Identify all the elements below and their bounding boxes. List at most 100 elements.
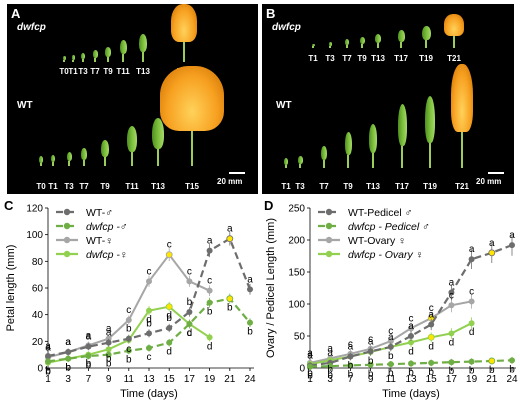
y-axis-title: Ovary / Pedicel Length (mm) [265,218,277,358]
flower-bud-a-bottom-T7-stem [83,159,85,166]
stage-label-a-bottom-3: T7 [79,182,89,191]
x-tick-label: 9 [368,374,374,385]
flower-bud-b-bottom-T21 [451,64,473,132]
y-tick-label: 40 [32,310,44,321]
data-point [408,325,414,332]
significance-letter: c [449,290,454,301]
flower-bud-b-top-T19-stem [425,40,427,48]
significance-letter: a [327,343,333,354]
data-point [165,251,173,259]
x-tick-label: 7 [86,374,92,385]
legend-entry: dwfcp - Pedicel ♂ [348,221,430,233]
x-tick-label: 3 [327,374,333,385]
x-tick-label: 1 [307,374,313,385]
significance-letter: c [409,313,414,324]
flower-bud-a-bottom-T3-stem [68,161,70,166]
x-tick-label: 11 [386,374,397,385]
significance-letter: b [45,365,51,376]
genotype-label-wt-a: WT [17,100,33,111]
flower-bud-b-bottom-T17 [397,104,407,146]
panel-letter-a: A [11,6,21,21]
flower-bud-a-bottom-T0 [39,156,43,163]
data-point [166,325,173,331]
data-point [408,333,414,339]
flower-bud-b-bottom-T1 [284,158,288,165]
data-point [247,286,253,293]
data-point [448,330,455,337]
stage-label-b-bottom-7: T21 [455,182,469,191]
significance-letter: c [187,328,192,339]
significance-letter: a [327,348,333,359]
significance-letter: c [207,276,212,287]
y-tick-label: 250 [288,204,305,215]
significance-letter: a [307,348,313,359]
flower-bud-a-top-T7 [92,50,98,58]
data-point [186,278,193,285]
x-tick-label: 19 [466,374,478,385]
significance-letter: c [187,266,192,277]
flower-bud-a-bottom-T15 [160,66,224,131]
data-point [367,361,374,368]
x-tick-label: 7 [348,374,354,385]
significance-letter: b [509,364,515,375]
data-point [448,359,455,366]
y-tick-label: 0 [37,364,43,375]
legend-swatch-marker [325,208,333,216]
data-point [387,343,394,350]
data-point [125,317,132,323]
significance-letter: c [126,344,131,355]
flower-bud-b-top-T19 [421,26,431,41]
significance-letter: b [247,327,253,338]
significance-letter: a [207,236,213,247]
scale-bar-label-b: 20 mm [476,177,502,186]
flower-bud-b-top-T21 [444,14,464,37]
data-point [247,319,253,326]
flower-bud-a-top-T0 [62,56,66,60]
flower-bud-a-bottom-T1-stem [52,162,54,166]
series-line-0 [309,244,513,367]
y-tick-label: 0 [299,364,305,375]
scale-bar-label-a: 20 mm [217,177,243,186]
stage-label-a-top-2: T3 [78,67,88,76]
flower-bud-b-bottom-T1-stem [285,164,287,168]
data-point [509,242,515,249]
data-point [45,353,51,359]
flower-bud-b-bottom-T7-stem [323,160,325,168]
y-tick-label: 20 [32,337,44,348]
data-point [226,295,234,303]
data-point [488,357,496,365]
photo-panel-a: A dwfcp WT T0T1T3T7T9T11T13T15T0T1T3T7T9… [7,4,258,194]
flower-bud-a-bottom-T15-stem [191,131,193,166]
data-point [347,362,354,369]
flower-bud-a-top-T3 [81,53,85,59]
data-point [408,360,414,367]
significance-letter: a [388,332,394,343]
data-point [488,249,496,257]
significance-letter: b [146,318,152,329]
stage-label-a-bottom-7: T15 [185,182,199,191]
y-tick-label: 80 [32,257,44,268]
significance-letter: b [449,366,455,377]
flower-bud-b-bottom-T21-stem [461,131,463,168]
significance-letter: a [106,328,112,339]
x-tick-label: 3 [65,374,71,385]
significance-letter: b [327,364,333,375]
flower-bud-a-bottom-T13-stem [157,149,159,166]
significance-letter: a [86,332,92,343]
flower-bud-a-bottom-T9 [101,140,109,157]
data-point [45,358,51,365]
stage-label-a-top-1: T1 [68,67,78,76]
y-tick-label: 100 [26,230,43,241]
flower-bud-a-top-T3-stem [82,58,84,62]
significance-letter: a [509,230,515,241]
x-tick-label: 13 [405,374,417,385]
stage-label-b-top-5: T17 [394,54,408,63]
significance-letter: b [187,297,193,308]
significance-letter: a [45,342,51,353]
stage-label-b-top-7: T21 [447,54,461,63]
significance-letter: d [187,328,193,339]
stage-label-a-bottom-5: T11 [125,182,139,191]
significance-letter: b [368,369,374,380]
significance-letter: a [489,238,495,249]
